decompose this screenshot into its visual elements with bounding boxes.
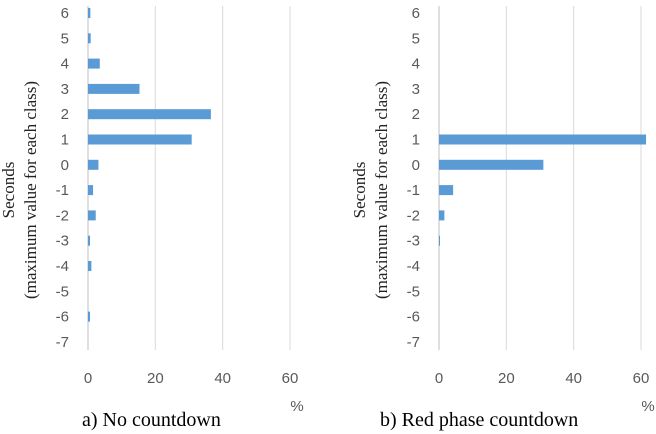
- x-tick-label: 60: [633, 370, 650, 387]
- y-tick-label: -7: [407, 334, 420, 351]
- x-tick-label: 0: [435, 370, 443, 387]
- bar: [88, 109, 211, 120]
- gridlines: [87, 6, 291, 350]
- y-tick-label: -2: [56, 207, 69, 224]
- bar: [439, 159, 544, 170]
- y-tick-label: -6: [407, 309, 420, 326]
- y-tick-label: -5: [56, 283, 69, 300]
- y-tick-label: 1: [61, 132, 69, 149]
- y-tick-label: -6: [56, 309, 69, 326]
- y-axis-sublabel: (maximum value for each class): [21, 81, 40, 299]
- x-tick-labels: 0 20 40 60: [84, 370, 299, 387]
- chart-panel-red-phase-countdown: Seconds (maximum value for each class) 6…: [350, 5, 655, 431]
- y-tick-label: 6: [412, 5, 420, 22]
- bar: [439, 185, 454, 196]
- y-tick-label: 6: [61, 5, 69, 22]
- x-axis-unit: %: [290, 398, 303, 415]
- chart-caption: b) Red phase countdown: [380, 409, 578, 431]
- bar: [88, 159, 99, 170]
- bar: [88, 8, 91, 18]
- y-tick-label: 1: [412, 132, 420, 149]
- x-tick-label: 60: [282, 370, 299, 387]
- y-tick-label: -3: [407, 233, 420, 250]
- bar: [88, 83, 140, 94]
- bar: [88, 261, 92, 271]
- y-tick-label: -7: [56, 334, 69, 351]
- y-tick-label: 3: [61, 81, 69, 98]
- bar: [88, 235, 91, 246]
- y-axis-sublabel: (maximum value for each class): [372, 81, 391, 299]
- y-tick-label: -2: [407, 207, 420, 224]
- y-tick-label: 3: [412, 81, 420, 98]
- y-tick-label: 5: [412, 30, 420, 47]
- chart-panel-no-countdown: Seconds (maximum value for each class) 6…: [0, 5, 304, 431]
- y-tick-label: 0: [412, 157, 420, 174]
- chart-caption: a) No countdown: [82, 409, 221, 431]
- x-tick-label: 20: [147, 370, 164, 387]
- bar: [88, 311, 91, 322]
- x-tick-label: 40: [214, 370, 231, 387]
- bar: [88, 210, 96, 221]
- y-tick-label: 4: [61, 56, 69, 73]
- bar: [88, 134, 192, 145]
- gridlines: [438, 6, 642, 350]
- bar: [88, 33, 91, 44]
- y-tick-label: 5: [61, 30, 69, 47]
- x-tick-label: 20: [498, 370, 515, 387]
- y-axis-label: Seconds: [350, 162, 369, 219]
- y-axis-label: Seconds: [0, 162, 18, 219]
- x-axis-unit: %: [641, 398, 654, 415]
- y-tick-label: -4: [407, 258, 420, 275]
- bar: [88, 58, 100, 69]
- bar: [439, 210, 445, 221]
- y-tick-labels: 6 5 4 3 2 1 0 -1 -2 -3 -4 -5 -6 -7: [56, 5, 69, 351]
- bar: [439, 134, 647, 145]
- y-tick-label: 4: [412, 56, 420, 73]
- y-tick-label: 0: [61, 157, 69, 174]
- bars: [439, 134, 647, 246]
- x-tick-label: 40: [565, 370, 582, 387]
- y-tick-label: -3: [56, 233, 69, 250]
- y-tick-labels: 6 5 4 3 2 1 0 -1 -2 -3 -4 -5 -6 -7: [407, 5, 420, 351]
- y-tick-label: -5: [407, 283, 420, 300]
- x-tick-label: 0: [84, 370, 92, 387]
- y-tick-label: 2: [61, 106, 69, 123]
- x-tick-labels: 0 20 40 60: [435, 370, 650, 387]
- bar: [439, 235, 441, 246]
- y-tick-label: 2: [412, 106, 420, 123]
- bars: [88, 8, 211, 322]
- y-tick-label: -4: [56, 258, 69, 275]
- bar: [88, 185, 94, 196]
- y-tick-label: -1: [56, 182, 69, 199]
- y-tick-label: -1: [407, 182, 420, 199]
